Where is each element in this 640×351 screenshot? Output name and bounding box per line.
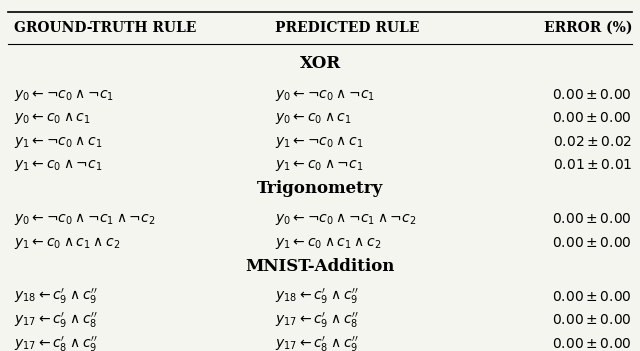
Text: XOR: XOR <box>300 55 340 72</box>
Text: PREDICTED RULE: PREDICTED RULE <box>275 21 420 35</box>
Text: $y_1 \leftarrow \neg c_0 \wedge c_1$: $y_1 \leftarrow \neg c_0 \wedge c_1$ <box>14 134 102 150</box>
Text: $y_1 \leftarrow c_0 \wedge \neg c_1$: $y_1 \leftarrow c_0 \wedge \neg c_1$ <box>14 157 102 173</box>
Text: $y_{17} \leftarrow c_9^{\prime} \wedge c_8^{\prime\prime}$: $y_{17} \leftarrow c_9^{\prime} \wedge c… <box>14 311 98 330</box>
Text: Trigonometry: Trigonometry <box>257 180 383 197</box>
Text: $y_{18} \leftarrow c_9^{\prime} \wedge c_9^{\prime\prime}$: $y_{18} \leftarrow c_9^{\prime} \wedge c… <box>275 287 359 306</box>
Text: $y_{17} \leftarrow c_9^{\prime} \wedge c_8^{\prime\prime}$: $y_{17} \leftarrow c_9^{\prime} \wedge c… <box>275 311 359 330</box>
Text: $y_0 \leftarrow c_0 \wedge c_1$: $y_0 \leftarrow c_0 \wedge c_1$ <box>275 110 352 126</box>
Text: $0.00 \pm 0.00$: $0.00 \pm 0.00$ <box>552 313 632 327</box>
Text: $y_0 \leftarrow c_0 \wedge c_1$: $y_0 \leftarrow c_0 \wedge c_1$ <box>14 110 91 126</box>
Text: MNIST-Addition: MNIST-Addition <box>245 258 395 274</box>
Text: $0.00 \pm 0.00$: $0.00 \pm 0.00$ <box>552 290 632 304</box>
Text: $y_0 \leftarrow \neg c_0 \wedge \neg c_1$: $y_0 \leftarrow \neg c_0 \wedge \neg c_1… <box>14 87 114 102</box>
Text: $y_{17} \leftarrow c_8^{\prime} \wedge c_9^{\prime\prime}$: $y_{17} \leftarrow c_8^{\prime} \wedge c… <box>14 335 98 351</box>
Text: $y_1 \leftarrow c_0 \wedge \neg c_1$: $y_1 \leftarrow c_0 \wedge \neg c_1$ <box>275 157 364 173</box>
Text: $y_0 \leftarrow \neg c_0 \wedge \neg c_1 \wedge \neg c_2$: $y_0 \leftarrow \neg c_0 \wedge \neg c_1… <box>275 211 417 227</box>
Text: ERROR (%): ERROR (%) <box>544 21 632 35</box>
Text: $y_0 \leftarrow \neg c_0 \wedge \neg c_1 \wedge \neg c_2$: $y_0 \leftarrow \neg c_0 \wedge \neg c_1… <box>14 211 156 227</box>
Text: $0.00 \pm 0.00$: $0.00 \pm 0.00$ <box>552 337 632 351</box>
Text: $0.01 \pm 0.01$: $0.01 \pm 0.01$ <box>552 158 632 172</box>
Text: $y_1 \leftarrow c_0 \wedge c_1 \wedge c_2$: $y_1 \leftarrow c_0 \wedge c_1 \wedge c_… <box>14 235 121 251</box>
Text: $0.02 \pm 0.02$: $0.02 \pm 0.02$ <box>553 135 632 149</box>
Text: $y_{17} \leftarrow c_8^{\prime} \wedge c_9^{\prime\prime}$: $y_{17} \leftarrow c_8^{\prime} \wedge c… <box>275 335 359 351</box>
Text: $0.00 \pm 0.00$: $0.00 \pm 0.00$ <box>552 111 632 125</box>
Text: $y_1 \leftarrow c_0 \wedge c_1 \wedge c_2$: $y_1 \leftarrow c_0 \wedge c_1 \wedge c_… <box>275 235 382 251</box>
Text: $y_0 \leftarrow \neg c_0 \wedge \neg c_1$: $y_0 \leftarrow \neg c_0 \wedge \neg c_1… <box>275 87 376 102</box>
Text: $0.00 \pm 0.00$: $0.00 \pm 0.00$ <box>552 212 632 226</box>
Text: GROUND-TRUTH RULE: GROUND-TRUTH RULE <box>14 21 196 35</box>
Text: $y_1 \leftarrow \neg c_0 \wedge c_1$: $y_1 \leftarrow \neg c_0 \wedge c_1$ <box>275 134 364 150</box>
Text: $0.00 \pm 0.00$: $0.00 \pm 0.00$ <box>552 236 632 250</box>
Text: $0.00 \pm 0.00$: $0.00 \pm 0.00$ <box>552 88 632 101</box>
Text: $y_{18} \leftarrow c_9^{\prime} \wedge c_9^{\prime\prime}$: $y_{18} \leftarrow c_9^{\prime} \wedge c… <box>14 287 98 306</box>
